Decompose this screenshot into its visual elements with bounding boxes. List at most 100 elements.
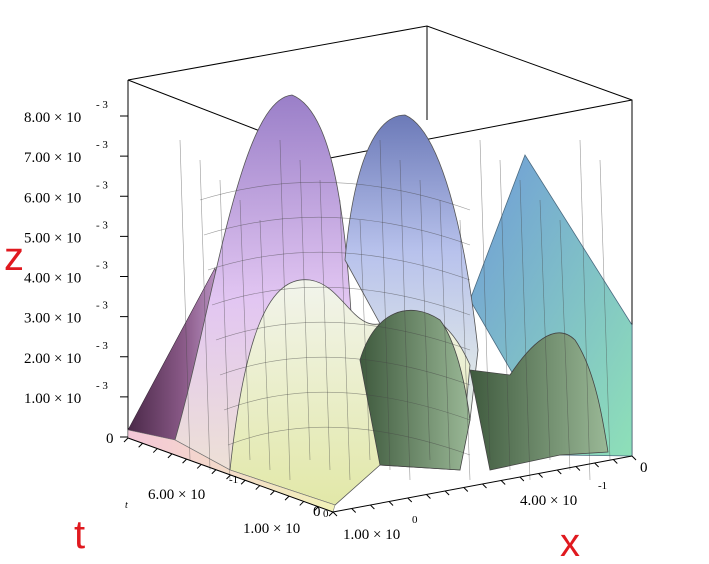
mesh-line [439, 199, 451, 471]
x-tick-label: 1.00 × 10 0 [343, 514, 418, 543]
x-tick-mark [463, 487, 469, 492]
mesh-line [519, 179, 531, 481]
t-tick-mark [270, 490, 275, 496]
t-tick-label-value: 1.00 × 10 [243, 521, 300, 537]
t-axis-small-label: t [125, 500, 128, 511]
x-tick-mark [575, 466, 581, 471]
x-tick-mark [519, 476, 525, 482]
z-tick-label-value: 1.00 × 10 [24, 391, 81, 407]
mesh-line [579, 139, 591, 481]
t-tick-mark [211, 469, 217, 475]
x-tick-label-exponent: -1 [598, 480, 607, 492]
mesh-line [359, 219, 371, 461]
mesh-line [199, 159, 211, 471]
z-tick-label-value: 8.00 × 10 [24, 110, 81, 126]
t-tick-mark [328, 511, 334, 517]
t-tick-mark [299, 501, 305, 506]
t-tick-mark [255, 485, 261, 490]
x-tick-label-exponent: 0 [412, 514, 418, 526]
mesh-line [379, 139, 391, 471]
surface-shadow-2 [469, 332, 609, 471]
x-axis: 1.00 × 10 0 4.00 × 10 -1 0 [332, 455, 648, 543]
x-tick-label: 4.00 × 10 -1 [520, 480, 607, 509]
t-tick-mark [167, 453, 173, 459]
t-tick-label-exponent: 0 [323, 508, 329, 520]
t-tick-mark [240, 479, 246, 485]
x-tick-mark [594, 462, 599, 468]
t-tick-mark [284, 495, 290, 501]
z-axis: 8.00 × 10- 37.00 × 10- 36.00 × 10- 35.00… [24, 99, 128, 447]
x-tick-mark [482, 483, 487, 489]
mesh-line [299, 159, 311, 461]
mesh-line [279, 139, 291, 481]
z-tick-label: 3.00 × 10 - 3 [24, 300, 108, 327]
z-tick-label-exponent: - 3 [96, 340, 108, 352]
mesh-line [339, 199, 351, 481]
mesh-line [239, 199, 251, 461]
z-tick-label-exponent: - 3 [96, 99, 108, 111]
t-tick-mark [182, 458, 187, 464]
x-tick-label: 0 [640, 460, 648, 476]
t-tick-mark [226, 474, 231, 480]
t-tick-label: 1.00 × 10 0 [243, 508, 329, 537]
z-axis-label: z [4, 235, 24, 279]
t-tick-mark [314, 506, 319, 512]
x-tick-mark [612, 459, 618, 464]
mesh-line [499, 159, 511, 471]
mesh-curve [227, 426, 471, 456]
t-tick-label: 6.00 × 10 -1 [148, 474, 238, 503]
t-tick-mark [152, 448, 158, 453]
x-tick-mark [388, 501, 394, 506]
x-tick-mark [444, 490, 450, 496]
z-tick-label-value: 6.00 × 10 [24, 190, 81, 206]
mesh-curve [207, 251, 471, 281]
x-tick-mark [500, 480, 506, 485]
x-tick-mark [332, 511, 338, 517]
z-tick-label-value: 4.00 × 10 [24, 271, 81, 287]
t-tick-mark [138, 442, 143, 448]
x-tick-label-value: 1.00 × 10 [343, 527, 400, 543]
mesh-line [319, 179, 331, 471]
z-tick-label-value: 3.00 × 10 [24, 311, 81, 327]
surface-mesh [179, 139, 611, 481]
mesh-curve [219, 356, 471, 386]
mesh-curve [223, 391, 471, 421]
z-tick-label-exponent: - 3 [96, 300, 108, 312]
t-tick-label-value: 6.00 × 10 [148, 487, 205, 503]
mesh-line [399, 159, 411, 481]
x-tick-mark [631, 455, 637, 461]
z-tick-label-value: 7.00 × 10 [24, 150, 81, 166]
z-tick-label: 5.00 × 10 - 3 [24, 219, 108, 246]
z-tick-label: 2.00 × 10 - 3 [24, 340, 108, 367]
mesh-line [559, 219, 571, 471]
mesh-line [479, 139, 491, 461]
mesh-curve [203, 216, 471, 246]
x-tick-mark [407, 497, 413, 503]
surface [127, 94, 633, 513]
t-axis-label: t [74, 513, 85, 557]
z-tick-label-exponent: - 3 [96, 139, 108, 151]
mesh-line [459, 219, 471, 481]
x-tick-label-value: 4.00 × 10 [520, 493, 577, 509]
x-tick-mark [538, 473, 543, 478]
mesh-line [539, 199, 551, 461]
z-tick-label: 1.00 × 10 - 3 [24, 380, 108, 407]
mesh-curve [215, 321, 471, 351]
z-tick-label-value: 5.00 × 10 [24, 230, 81, 246]
x-tick-label-value: 0 [640, 460, 648, 476]
x-tick-mark [351, 508, 357, 513]
mesh-line [599, 159, 611, 461]
t-tick-label-value: 0 [313, 504, 321, 520]
z-tick-label: 0 [106, 431, 114, 447]
z-tick-label-value: 2.00 × 10 [24, 351, 81, 367]
z-tick-label-exponent: - 3 [96, 260, 108, 272]
t-tick-mark [196, 464, 202, 469]
z-tick-label: 7.00 × 10 - 3 [24, 139, 108, 166]
z-tick-label: 6.00 × 10 - 3 [24, 179, 108, 206]
mesh-line [259, 219, 271, 471]
t-tick-label: 0 [313, 504, 321, 520]
t-tick-label-exponent: -1 [229, 474, 238, 486]
z-tick-label-value: 0 [106, 431, 114, 447]
t-axis: 6.00 × 10 -1 1.00 × 10 00 [123, 437, 334, 537]
